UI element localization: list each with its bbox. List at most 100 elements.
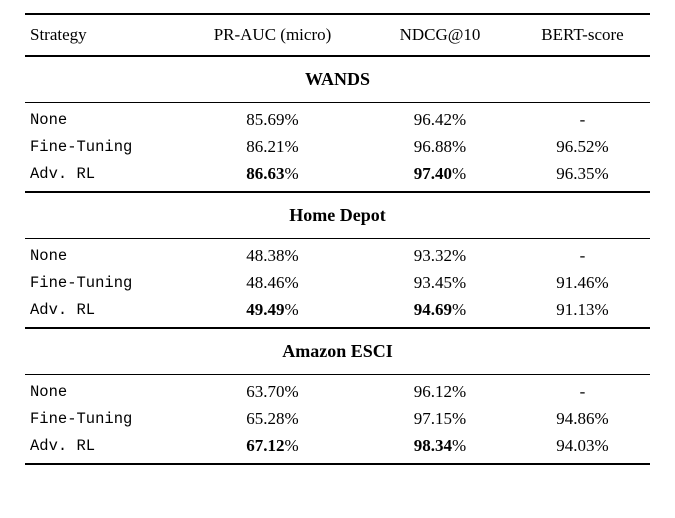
metric-value: 97.40 xyxy=(413,163,453,183)
metric-unit: % xyxy=(594,136,609,156)
metric-value: 91.13 xyxy=(556,299,595,319)
strategy-cell: Adv. RL xyxy=(30,300,96,319)
table-row: Fine-Tuning 86.21% 96.88% 96.52% xyxy=(25,133,650,160)
metric-unit: % xyxy=(452,136,467,156)
metric-unit: % xyxy=(284,299,299,319)
metric-value: 49.49 xyxy=(246,299,285,319)
metric-cell: - xyxy=(515,110,650,130)
metric-cell: - xyxy=(515,246,650,266)
section-title-home-depot: Home Depot xyxy=(289,205,386,225)
column-header-strategy: Strategy xyxy=(30,25,87,44)
metric-cell: 86.63% xyxy=(180,164,365,184)
section-end-rule xyxy=(25,327,650,329)
top-rule xyxy=(25,13,650,15)
metric-unit: % xyxy=(452,163,467,183)
strategy-cell: None xyxy=(30,382,68,401)
metric-cell: 96.35% xyxy=(515,164,650,184)
metric-unit: % xyxy=(284,109,299,129)
metric-value: 48.38 xyxy=(246,245,285,265)
table-row: Adv. RL 67.12% 98.34% 94.03% xyxy=(25,432,650,459)
section-title-wands: WANDS xyxy=(304,69,370,89)
metric-cell: 98.34% xyxy=(365,436,515,456)
metric-value: 96.42 xyxy=(413,109,453,129)
metric-value: 65.28 xyxy=(246,408,285,428)
metric-unit: % xyxy=(594,435,609,455)
strategy-cell: None xyxy=(30,246,68,265)
column-header-ndcg: NDCG@10 xyxy=(399,25,481,44)
metric-cell: 96.88% xyxy=(365,137,515,157)
strategy-cell: Adv. RL xyxy=(30,436,96,455)
bottom-rule xyxy=(25,463,650,465)
metric-unit: % xyxy=(452,109,467,129)
metric-unit: % xyxy=(452,408,467,428)
metric-value: 96.52 xyxy=(556,136,595,156)
metric-unit: % xyxy=(594,299,609,319)
strategy-cell: Adv. RL xyxy=(30,164,96,183)
strategy-cell: None xyxy=(30,110,68,129)
metric-value: 96.12 xyxy=(413,381,453,401)
metric-cell: 48.46% xyxy=(180,273,365,293)
metric-unit: % xyxy=(594,408,609,428)
section-body-wands: None 85.69% 96.42% - Fine-Tuning 86.21% … xyxy=(25,103,650,191)
metric-unit: % xyxy=(284,272,299,292)
metric-unit: % xyxy=(284,163,299,183)
metric-unit: % xyxy=(452,435,467,455)
metric-unit: % xyxy=(594,272,609,292)
metric-value: 91.46 xyxy=(556,272,595,292)
metric-cell: 86.21% xyxy=(180,137,365,157)
metric-unit: % xyxy=(594,163,609,183)
metric-value: 94.69 xyxy=(413,299,453,319)
section-rule xyxy=(25,374,650,375)
table-header-row: Strategy PR-AUC (micro) NDCG@10 BERT-sco… xyxy=(25,15,650,55)
metric-cell: 93.32% xyxy=(365,246,515,266)
table-row: None 85.69% 96.42% - xyxy=(25,106,650,133)
metric-cell: 67.12% xyxy=(180,436,365,456)
strategy-cell: Fine-Tuning xyxy=(30,273,133,292)
metric-cell: 65.28% xyxy=(180,409,365,429)
metric-cell: 48.38% xyxy=(180,246,365,266)
metric-value: 93.45 xyxy=(413,272,453,292)
metric-cell: 97.40% xyxy=(365,164,515,184)
metric-unit: % xyxy=(452,245,467,265)
metric-cell: 96.42% xyxy=(365,110,515,130)
metric-unit: % xyxy=(284,381,299,401)
table-row: None 48.38% 93.32% - xyxy=(25,242,650,269)
table-row: Fine-Tuning 48.46% 93.45% 91.46% xyxy=(25,269,650,296)
results-table: Strategy PR-AUC (micro) NDCG@10 BERT-sco… xyxy=(25,13,650,465)
strategy-cell: Fine-Tuning xyxy=(30,409,133,428)
metric-value: 98.34 xyxy=(413,435,453,455)
section-rule xyxy=(25,238,650,239)
section-rule xyxy=(25,102,650,103)
metric-cell: 49.49% xyxy=(180,300,365,320)
metric-value: 97.15 xyxy=(413,408,453,428)
metric-cell: 94.86% xyxy=(515,409,650,429)
metric-value: 96.35 xyxy=(556,163,595,183)
metric-value: 67.12 xyxy=(246,435,285,455)
column-header-pr-auc: PR-AUC (micro) xyxy=(213,25,332,44)
metric-cell: 94.69% xyxy=(365,300,515,320)
metric-value: - xyxy=(579,245,586,265)
metric-value: 93.32 xyxy=(413,245,453,265)
metric-unit: % xyxy=(284,408,299,428)
column-header-bert-score: BERT-score xyxy=(541,25,624,44)
metric-cell: 63.70% xyxy=(180,382,365,402)
metric-unit: % xyxy=(452,381,467,401)
section-title-amazon-esci: Amazon ESCI xyxy=(282,341,393,361)
strategy-cell: Fine-Tuning xyxy=(30,137,133,156)
metric-value: 63.70 xyxy=(246,381,285,401)
metric-value: 86.21 xyxy=(246,136,285,156)
metric-value: 48.46 xyxy=(246,272,285,292)
metric-value: 86.63 xyxy=(246,163,285,183)
metric-cell: 97.15% xyxy=(365,409,515,429)
metric-value: 94.03 xyxy=(556,435,595,455)
metric-cell: 91.46% xyxy=(515,273,650,293)
section-end-rule xyxy=(25,191,650,193)
table-row: None 63.70% 96.12% - xyxy=(25,378,650,405)
table-row: Adv. RL 49.49% 94.69% 91.13% xyxy=(25,296,650,323)
metric-value: 96.88 xyxy=(413,136,453,156)
metric-value: 85.69 xyxy=(246,109,285,129)
metric-unit: % xyxy=(284,435,299,455)
metric-unit: % xyxy=(452,299,467,319)
metric-value: - xyxy=(579,109,586,129)
metric-cell: 96.12% xyxy=(365,382,515,402)
